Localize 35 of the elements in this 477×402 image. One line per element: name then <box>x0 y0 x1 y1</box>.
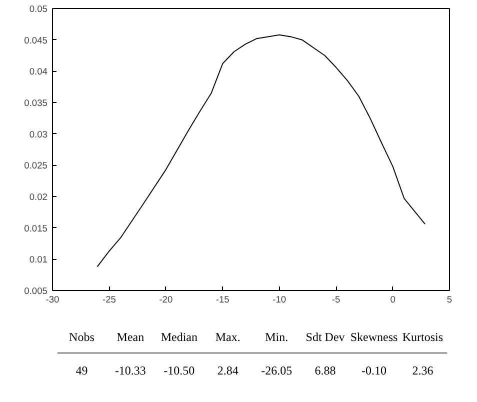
y-tick-label: 0.04 <box>29 66 48 77</box>
y-tick-label: 0.01 <box>29 254 48 265</box>
y-tick-label: 0.025 <box>24 160 48 171</box>
text: -10.33 <box>114 363 146 378</box>
y-tick-label: 0.045 <box>24 35 48 46</box>
text: Min. <box>265 330 288 344</box>
y-tick-label: 0.05 <box>29 4 48 14</box>
text: 6.88 <box>314 363 336 378</box>
x-tick-label: -20 <box>159 294 173 304</box>
x-tick-label: -5 <box>332 294 340 304</box>
text: Median <box>160 330 198 344</box>
x-tick-label: 0 <box>390 294 396 304</box>
text: Sdt Dev <box>306 330 345 344</box>
text: 2.36 <box>412 363 434 378</box>
x-tick-label: -25 <box>102 294 116 304</box>
x-tick-label: -15 <box>216 294 230 304</box>
text: -0.10 <box>362 363 386 378</box>
text: Kurtosis <box>402 330 444 344</box>
text: 49 <box>76 363 88 378</box>
text: Mean <box>116 330 144 344</box>
text: Nobs <box>69 330 95 344</box>
line-series <box>96 34 426 268</box>
y-tick-label: 0.035 <box>24 98 48 108</box>
text: Skewness <box>350 330 398 344</box>
text: -10.50 <box>164 363 195 378</box>
x-tick-label: -10 <box>272 294 286 304</box>
x-tick-label: 5 <box>446 294 452 304</box>
text: -26.05 <box>261 363 292 378</box>
y-tick-label: 0.005 <box>24 286 48 296</box>
y-tick-label: 0.02 <box>29 192 48 202</box>
x-tick-label: -30 <box>46 294 60 304</box>
y-tick-label: 0.015 <box>24 223 48 234</box>
text: 2.84 <box>217 363 238 378</box>
y-tick-label: 0.03 <box>29 129 48 140</box>
text: Max. <box>215 330 240 344</box>
